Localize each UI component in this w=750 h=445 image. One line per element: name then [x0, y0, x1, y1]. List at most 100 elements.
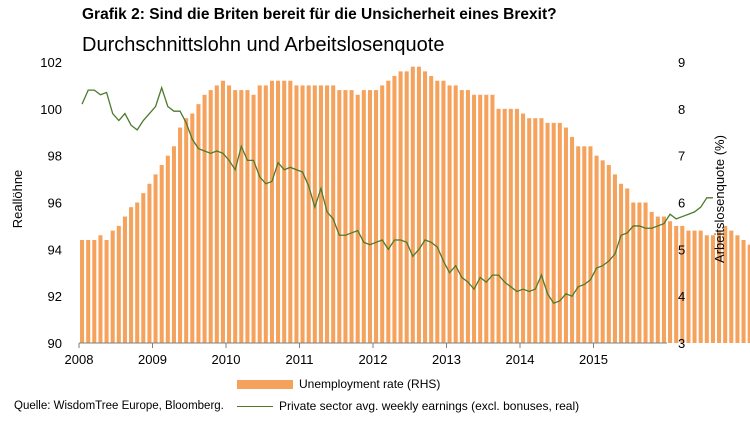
right-axis-ticks: 3 4 5 6 7 8 9: [678, 55, 685, 351]
unemployment-bar: [361, 90, 366, 343]
unemployment-bar: [220, 80, 225, 343]
unemployment-bar: [496, 108, 501, 343]
unemployment-bar: [104, 239, 109, 343]
unemployment-bar: [404, 71, 409, 344]
unemployment-bar: [355, 94, 360, 343]
unemployment-bar: [539, 118, 544, 343]
unemployment-bar: [465, 90, 470, 343]
unemployment-bar: [717, 230, 722, 343]
right-tick-label: 7: [678, 149, 685, 164]
unemployment-bar: [649, 211, 654, 343]
unemployment-bar: [680, 225, 685, 343]
left-axis-ticks: 90 92 94 96 98 100 102: [40, 55, 62, 351]
unemployment-bar: [233, 90, 238, 343]
unemployment-bar: [453, 85, 458, 344]
left-tick-label: 100: [40, 102, 62, 117]
chart-subtitle: Durchschnittslohn und Arbeitslosenquote: [82, 34, 445, 56]
left-tick-label: 98: [48, 149, 62, 164]
legend-bar-swatch: [237, 379, 293, 389]
unemployment-bar: [655, 216, 660, 343]
x-tick-label: 2014: [506, 352, 535, 367]
right-tick-label: 9: [678, 55, 685, 70]
unemployment-bar: [637, 202, 642, 343]
left-tick-label: 94: [48, 242, 62, 257]
unemployment-bar: [269, 80, 274, 343]
unemployment-bar: [698, 230, 703, 343]
legend-earnings: Private sector avg. weekly earnings (exc…: [237, 399, 579, 413]
unemployment-bar: [625, 188, 630, 343]
unemployment-bar: [122, 216, 127, 343]
unemployment-bar: [484, 94, 489, 343]
unemployment-bar: [661, 216, 666, 343]
unemployment-bar: [533, 118, 538, 343]
unemployment-bar: [410, 66, 415, 344]
unemployment-bar: [416, 66, 421, 344]
unemployment-bar: [208, 90, 213, 343]
unemployment-bar: [619, 183, 624, 343]
unemployment-bar: [282, 80, 287, 343]
right-tick-label: 3: [678, 336, 685, 351]
unemployment-bar: [300, 85, 305, 344]
x-tick-label: 2009: [138, 352, 167, 367]
left-tick-label: 102: [40, 55, 62, 70]
unemployment-bar: [551, 122, 556, 343]
unemployment-bar: [306, 85, 311, 344]
unemployment-bar: [514, 108, 519, 343]
unemployment-bar: [563, 127, 568, 343]
unemployment-bar: [110, 230, 115, 343]
unemployment-bar: [386, 80, 391, 343]
unemployment-bar: [735, 235, 740, 343]
unemployment-bar: [257, 85, 262, 344]
unemployment-bar: [153, 174, 158, 343]
unemployment-bar: [631, 202, 636, 343]
unemployment-bar: [184, 118, 189, 343]
unemployment-bar: [582, 146, 587, 343]
unemployment-bar: [576, 146, 581, 343]
unemployment-bar: [508, 108, 513, 343]
unemployment-bar: [331, 85, 336, 344]
unemployment-bar: [747, 244, 750, 343]
unemployment-bar: [472, 94, 477, 343]
unemployment-bar: [80, 239, 85, 343]
unemployment-bar: [588, 146, 593, 343]
x-tick-label: 2011: [286, 352, 314, 367]
unemployment-bar: [325, 85, 330, 344]
x-tick-label: 2008: [65, 352, 94, 367]
x-tick-label: 2015: [579, 352, 608, 367]
unemployment-bar: [245, 90, 250, 343]
unemployment-bar: [594, 155, 599, 343]
x-tick-label: 2013: [432, 352, 461, 367]
unemployment-bar: [447, 85, 452, 344]
unemployment-bar: [374, 90, 379, 343]
source-note: Quelle: WisdomTree Europe, Bloomberg.: [14, 400, 224, 412]
unemployment-bar: [545, 122, 550, 343]
unemployment-bar: [147, 183, 152, 343]
earnings-line: [81, 85, 713, 304]
unemployment-bar: [570, 136, 575, 343]
unemployment-bar: [521, 113, 526, 344]
legend-unemployment: Unemployment rate (RHS): [237, 377, 440, 391]
unemployment-bar: [398, 71, 403, 344]
unemployment-bar: [135, 202, 140, 343]
unemployment-bar: [557, 122, 562, 343]
unemployment-bar: [116, 225, 121, 343]
left-tick-label: 90: [48, 336, 62, 351]
unemployment-bar: [692, 230, 697, 343]
right-tick-label: 6: [678, 196, 685, 211]
left-axis-label: Reallöhne: [10, 170, 25, 229]
unemployment-bar: [600, 160, 605, 343]
chart-title: Grafik 2: Sind die Briten bereit für die…: [82, 6, 557, 23]
unemployment-bar: [527, 118, 532, 343]
unemployment-bar: [380, 85, 385, 344]
x-axis-ticks: 2008 2009 2010 2011 2012 2013 2014 2015: [65, 343, 608, 367]
unemployment-bar: [171, 146, 176, 343]
unemployment-bar: [178, 127, 183, 343]
unemployment-bar: [392, 76, 397, 344]
unemployment-bar: [429, 76, 434, 344]
unemployment-bar: [318, 85, 323, 344]
unemployment-bar: [478, 94, 483, 343]
unemployment-bar: [459, 90, 464, 343]
unemployment-bar: [686, 230, 691, 343]
unemployment-bar: [367, 90, 372, 343]
